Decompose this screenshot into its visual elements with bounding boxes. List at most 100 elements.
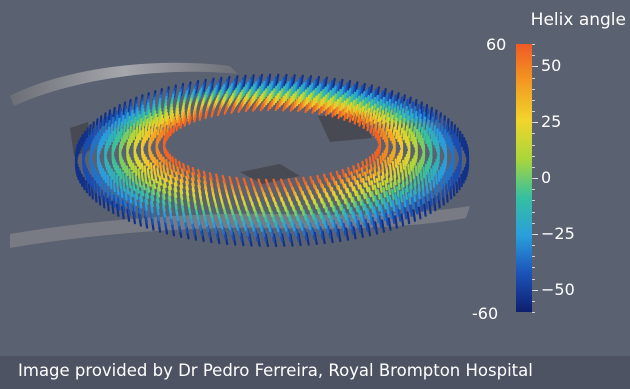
fiber-stroke bbox=[372, 127, 376, 137]
fiber-stroke bbox=[311, 80, 316, 93]
fiber-stroke bbox=[344, 90, 349, 102]
fiber-ring bbox=[74, 73, 470, 248]
colorbar-minor-tick bbox=[532, 144, 535, 146]
fiber-stroke bbox=[151, 184, 155, 196]
fiber-stroke bbox=[169, 127, 173, 137]
fiber-stroke bbox=[125, 165, 129, 177]
fiber-stroke bbox=[92, 128, 96, 142]
fiber-stroke bbox=[129, 105, 133, 119]
fiber-stroke bbox=[150, 189, 155, 202]
fiber-stroke bbox=[455, 180, 459, 194]
fiber-stroke bbox=[143, 133, 147, 144]
fiber-stroke bbox=[332, 101, 337, 111]
fiber-stroke bbox=[250, 74, 255, 88]
fiber-stroke bbox=[391, 210, 396, 224]
fiber-stroke bbox=[163, 108, 168, 120]
fiber-stroke bbox=[208, 172, 213, 181]
fiber-stroke bbox=[242, 74, 247, 89]
fiber-stroke bbox=[137, 133, 140, 144]
fiber-stroke bbox=[362, 177, 366, 188]
fiber-stroke bbox=[320, 96, 325, 107]
fiber-stroke bbox=[250, 178, 255, 187]
fiber-stroke bbox=[309, 175, 314, 185]
fiber-stroke bbox=[343, 106, 347, 116]
fiber-stroke bbox=[400, 107, 405, 120]
fiber-stroke bbox=[325, 192, 331, 203]
fiber-stroke bbox=[297, 76, 302, 90]
fiber-stroke bbox=[182, 162, 186, 172]
fiber-stroke bbox=[82, 176, 86, 191]
fiber-stroke bbox=[86, 170, 90, 184]
colorbar-minor-tick bbox=[532, 178, 535, 179]
fiber-stroke bbox=[396, 155, 400, 166]
fiber-stroke bbox=[131, 171, 135, 183]
fiber-stroke bbox=[359, 209, 364, 222]
fiber-stroke bbox=[158, 151, 161, 161]
fiber-stroke bbox=[308, 92, 313, 104]
fiber-stroke bbox=[223, 106, 228, 115]
fiber-stroke bbox=[400, 127, 404, 138]
fiber-stroke bbox=[354, 215, 359, 229]
fiber-stroke bbox=[172, 125, 176, 134]
fiber-stroke bbox=[380, 175, 385, 186]
fiber-stroke bbox=[280, 95, 285, 106]
fiber-stroke bbox=[237, 104, 242, 114]
fiber-stroke bbox=[149, 162, 153, 172]
colorbar-minor-tick bbox=[532, 289, 535, 291]
fiber-stroke bbox=[394, 215, 398, 229]
colorbar-minor-tick bbox=[532, 222, 535, 224]
fiber-stroke bbox=[138, 159, 142, 170]
fiber-stroke bbox=[317, 90, 323, 103]
fiber-stroke bbox=[385, 202, 390, 215]
fiber-stroke bbox=[293, 81, 298, 94]
fiber-stroke bbox=[100, 177, 104, 190]
fiber-stroke bbox=[103, 180, 107, 193]
fiber-stroke bbox=[202, 170, 207, 179]
fiber-stroke bbox=[158, 175, 162, 186]
fiber-stroke bbox=[355, 190, 360, 202]
fiber-stroke bbox=[373, 166, 377, 177]
colorbar-minor-tick bbox=[532, 211, 535, 213]
fiber-stroke bbox=[396, 165, 400, 176]
fiber-stroke bbox=[167, 191, 172, 202]
fiber-stroke bbox=[262, 78, 268, 92]
fiber-stroke bbox=[267, 92, 272, 104]
fiber-stroke bbox=[107, 136, 111, 149]
fiber-stroke bbox=[359, 224, 364, 238]
fiber-stroke bbox=[109, 177, 113, 190]
fiber-stroke bbox=[362, 188, 366, 200]
fiber-stroke bbox=[353, 175, 358, 185]
fiber-stroke bbox=[320, 212, 325, 224]
fiber-stroke bbox=[285, 81, 290, 94]
fiber-stroke bbox=[442, 120, 446, 134]
fiber-stroke bbox=[395, 129, 398, 140]
fiber-stroke bbox=[289, 76, 294, 90]
fiber-stroke bbox=[294, 177, 300, 186]
fiber-stroke bbox=[404, 166, 408, 178]
colorbar-minor-tick bbox=[532, 133, 535, 135]
fiber-stroke bbox=[369, 125, 373, 134]
fiber-stroke bbox=[287, 178, 292, 187]
fiber-stroke bbox=[336, 80, 342, 94]
fiber-stroke bbox=[342, 223, 347, 236]
fiber-stroke bbox=[439, 166, 443, 179]
fiber-stroke bbox=[295, 79, 300, 92]
fiber-stroke bbox=[357, 205, 361, 218]
fiber-stroke bbox=[371, 191, 375, 202]
fiber-stroke bbox=[276, 90, 282, 102]
caption-band bbox=[0, 356, 630, 389]
fiber-stroke bbox=[104, 171, 108, 184]
fiber-stroke bbox=[305, 77, 310, 91]
fiber-stroke bbox=[146, 167, 150, 178]
fiber-stroke bbox=[330, 95, 335, 107]
fiber-stroke bbox=[166, 166, 170, 177]
colorbar-minor-tick bbox=[532, 166, 535, 168]
fiber-stroke bbox=[402, 195, 407, 208]
fiber-stroke bbox=[347, 87, 352, 101]
fiber-stroke bbox=[322, 216, 327, 229]
mesh-shadow-center bbox=[240, 164, 300, 184]
fiber-stroke bbox=[156, 186, 161, 198]
fiber-stroke bbox=[378, 215, 383, 228]
fiber-stroke bbox=[365, 165, 369, 174]
fiber-stroke bbox=[350, 221, 355, 235]
